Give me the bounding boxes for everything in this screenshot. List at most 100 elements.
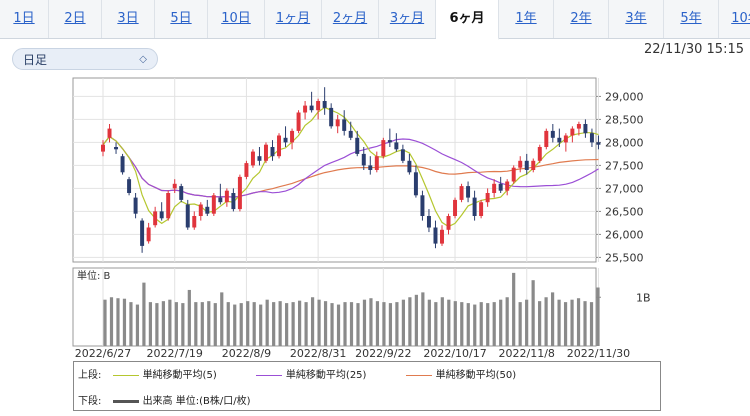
volume-bar (109, 297, 114, 346)
candle (335, 119, 340, 127)
candle (127, 179, 132, 193)
volume-bar (538, 301, 542, 346)
candle (544, 130, 549, 147)
candle (250, 151, 255, 166)
candle (589, 133, 594, 143)
volume-bar (473, 304, 477, 346)
candle (433, 227, 438, 244)
candle (368, 165, 373, 170)
price-panel (72, 77, 597, 263)
volume-bar (583, 301, 587, 346)
volume-bar (479, 302, 483, 346)
candle (309, 105, 314, 111)
tab-12[interactable]: 3年 (609, 0, 664, 38)
candle (211, 195, 216, 214)
candle (485, 193, 490, 203)
candle (231, 193, 236, 210)
candle (107, 128, 112, 138)
volume-bar (362, 299, 367, 346)
tab-8[interactable]: 3ヶ月 (379, 0, 436, 38)
volume-bar (401, 299, 405, 346)
tab-9[interactable]: 6ヶ月 (436, 0, 499, 40)
volume-bar (252, 302, 256, 346)
tab-6[interactable]: 1ヶ月 (265, 0, 322, 38)
candle (159, 211, 164, 219)
legend-volume-swatch (112, 399, 139, 403)
volume-bar (492, 302, 496, 346)
legend-ma50-swatch (405, 374, 432, 376)
candle (453, 199, 458, 216)
candle (407, 160, 412, 173)
volume-bar (200, 302, 204, 346)
y-tick-label: 27,000 (605, 182, 644, 195)
tab-13[interactable]: 5年 (664, 0, 719, 38)
volume-bar (453, 301, 457, 346)
x-tick-label: 2022/7/19 (147, 347, 203, 360)
volume-bar (512, 272, 516, 346)
volume-bar (330, 303, 334, 346)
candle (198, 204, 203, 216)
candle (583, 124, 588, 134)
volume-bar (168, 299, 172, 346)
candle (518, 160, 523, 168)
candle (166, 193, 171, 219)
candle (420, 195, 425, 216)
volume-bar (557, 299, 561, 346)
volume-bar (434, 302, 438, 346)
volume-bar (499, 299, 503, 346)
tab-3[interactable]: 3日 (102, 0, 155, 38)
y-tick-label: 26,000 (605, 228, 644, 241)
candle (153, 211, 158, 226)
candle (387, 140, 392, 143)
volume-bar (317, 299, 321, 346)
timestamp: 22/11/30 15:15 (644, 42, 744, 57)
volume-bar (310, 297, 315, 346)
chevron-updown-icon: ◇ (139, 54, 147, 65)
chart-legend: 上段: 単純移動平均(5) 単純移動平均(25) 単純移動平均(50) 下段: … (73, 361, 661, 411)
legend-ma5: 単純移動平均(5) (142, 370, 217, 381)
candle (498, 183, 503, 191)
volume-bar (298, 300, 302, 346)
candle (576, 124, 581, 129)
volume-bar (343, 302, 347, 346)
tab-2[interactable]: 2日 (49, 0, 102, 38)
volume-bar (356, 303, 360, 346)
volume-bar (550, 292, 555, 346)
volume-unit-label: 単位: B (77, 269, 111, 282)
volume-bar (265, 299, 269, 346)
ma5-line (102, 106, 599, 228)
candle (381, 140, 386, 157)
volume-bar (505, 297, 509, 346)
tab-14[interactable]: 10年 (719, 0, 750, 38)
volume-bar (336, 304, 341, 346)
candle (133, 197, 138, 214)
candle (394, 142, 399, 150)
candle (348, 130, 353, 138)
tab-11[interactable]: 2年 (554, 0, 609, 38)
volume-bar (421, 292, 425, 346)
period-tabs: 1日2日3日5日10日1ヶ月2ヶ月3ヶ月6ヶ月1年2年3年5年10年 (0, 0, 750, 40)
volume-bar (181, 303, 185, 346)
candle (205, 206, 210, 214)
interval-select[interactable]: 日足 ◇ (12, 48, 158, 70)
candle (426, 216, 431, 228)
volume-bar (291, 302, 295, 346)
tab-5[interactable]: 10日 (208, 0, 265, 38)
tab-7[interactable]: 2ヶ月 (322, 0, 379, 38)
x-tick-label: 2022/8/31 (290, 347, 346, 360)
volume-bar (460, 302, 464, 346)
volume-bar (525, 299, 529, 346)
tab-4[interactable]: 5日 (155, 0, 208, 38)
legend-row-lower: 下段: 出来高 単位:(B株/口/枚) (78, 392, 251, 407)
volume-bar (388, 303, 393, 346)
tab-10[interactable]: 1年 (499, 0, 554, 38)
volume-bar (323, 301, 328, 346)
volume-bar (194, 302, 198, 346)
tab-1[interactable]: 1日 (0, 0, 49, 38)
volume-bar (103, 299, 107, 346)
volume-bar (447, 299, 451, 346)
volume-bar (382, 302, 386, 346)
volume-bar (589, 302, 594, 346)
y-tick-label: 25,500 (605, 251, 644, 264)
volume-panel (72, 267, 597, 347)
